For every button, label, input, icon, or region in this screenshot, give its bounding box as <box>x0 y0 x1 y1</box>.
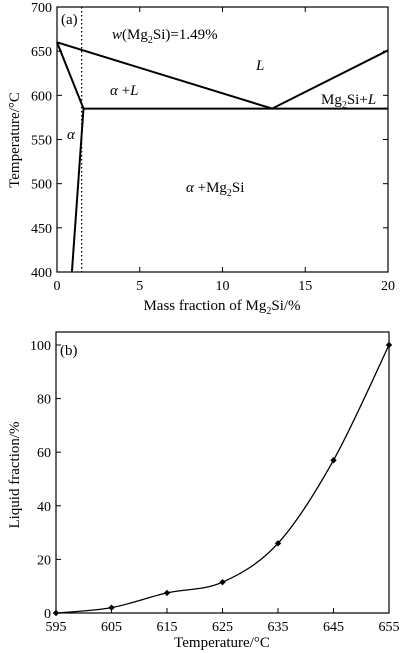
region-sub-3: 2 <box>342 100 347 111</box>
panel-a-x-tick-label: 15 <box>298 279 312 294</box>
panel-a-y-tick-label: 700 <box>31 1 52 16</box>
phase-line-liquidus-alpha <box>56 41 273 110</box>
panel-b-x-tick-label: 605 <box>101 620 122 635</box>
region-alpha-liquid-label: α +L <box>110 83 138 99</box>
panel-b-x-tick-label: 595 <box>46 620 67 635</box>
liquid-fraction-curve <box>55 344 390 614</box>
phase-diagram-frame <box>56 6 389 273</box>
panel-a-x-axis-title: Mass fraction of Mg2Si/% <box>143 298 300 317</box>
x-title-tail: Si/% <box>271 298 300 314</box>
panel-b-y-tick-label: 80 <box>37 393 51 408</box>
region-alpha-symbol: α <box>110 83 119 99</box>
phase-diagram-content <box>56 7 389 273</box>
panel-b-y-tick-label: 20 <box>37 553 51 568</box>
panel-a-y-axis-title: Temperature/°C <box>7 92 23 188</box>
region-alpha-label: α <box>67 127 76 143</box>
annotation-prefix: w <box>112 27 122 43</box>
panel-b-label: (b) <box>60 343 78 359</box>
region-mg: Mg <box>321 92 342 108</box>
phase-diagram-ticks: 0 5 10 15 20 400 450 500 550 600 650 700 <box>31 1 395 294</box>
data-point-marker <box>108 604 115 611</box>
data-point-marker <box>219 578 226 586</box>
panel-a-y-tick-label: 400 <box>31 266 52 281</box>
data-point-marker <box>274 540 282 547</box>
region-si: Si <box>232 180 245 196</box>
region-plus: + <box>118 83 130 99</box>
panel-b-x-tick-label: 645 <box>323 620 344 635</box>
panel-a-y-tick-label: 600 <box>31 89 52 104</box>
region-mg2si-liquid-label: Mg2Si+L <box>321 92 376 111</box>
phase-line-liquidus-mg2si <box>271 49 389 110</box>
region-plus-mg: +Mg <box>194 180 228 196</box>
liquid-fraction-frame <box>55 331 390 614</box>
panel-b-y-axis-title: Liquid fraction/% <box>7 421 23 528</box>
region-liquid-symbol-2: L <box>367 92 376 108</box>
panel-b-x-tick-label: 635 <box>268 620 289 635</box>
panel-b-y-tick-label: 0 <box>44 607 51 622</box>
liquid-fraction-panel: 595 605 615 625 635 645 655 0 20 40 60 80 100 (b) Li… <box>7 331 400 651</box>
panel-b-x-tick-label: 625 <box>212 620 233 635</box>
panel-b-x-axis-title: Temperature/°C <box>174 635 270 651</box>
data-point-marker <box>330 457 337 464</box>
liquid-fraction-ticks: 595 605 615 625 635 645 655 0 20 40 60 80 100 <box>30 339 400 635</box>
panel-a-x-tick-label: 0 <box>54 279 61 294</box>
region-si-plus: Si+ <box>347 92 368 108</box>
region-alpha-mg2si-label: α +Mg2Si <box>186 180 244 199</box>
x-title-sub: 2 <box>266 306 271 317</box>
panel-a-x-tick-label: 10 <box>216 279 230 294</box>
panel-b-x-tick-label: 615 <box>157 620 178 635</box>
panel-a-y-tick-label: 550 <box>31 134 52 149</box>
mg2si-fraction-annotation: w(Mg2Si)=1.49% <box>112 27 218 46</box>
annotation-open: (Mg <box>122 27 148 43</box>
region-alpha-symbol-2: α <box>186 180 195 196</box>
annotation-close: Si)=1.49% <box>153 27 218 43</box>
panel-a-y-tick-label: 650 <box>31 45 52 60</box>
liquid-fraction-content <box>52 341 393 617</box>
panel-a-y-tick-label: 500 <box>31 178 52 193</box>
phase-line-solidus <box>56 41 85 109</box>
panel-a-x-tick-label: 5 <box>136 279 143 294</box>
panel-b-x-tick-label: 655 <box>379 620 400 635</box>
x-title-main: Mass fraction of Mg <box>143 298 266 314</box>
panel-a-y-tick-label: 450 <box>31 222 52 237</box>
region-liquid-label: L <box>255 58 264 74</box>
data-point-marker <box>163 589 171 597</box>
panel-b-y-tick-label: 100 <box>30 339 51 354</box>
region-liquid-symbol: L <box>129 83 138 99</box>
region-sub-2: 2 <box>227 188 232 199</box>
panel-a-label: (a) <box>61 12 78 28</box>
panel-b-y-tick-label: 60 <box>37 446 51 461</box>
panel-b-y-tick-label: 40 <box>37 500 51 515</box>
panel-a-x-tick-label: 20 <box>381 279 395 294</box>
annotation-sub: 2 <box>148 35 153 46</box>
